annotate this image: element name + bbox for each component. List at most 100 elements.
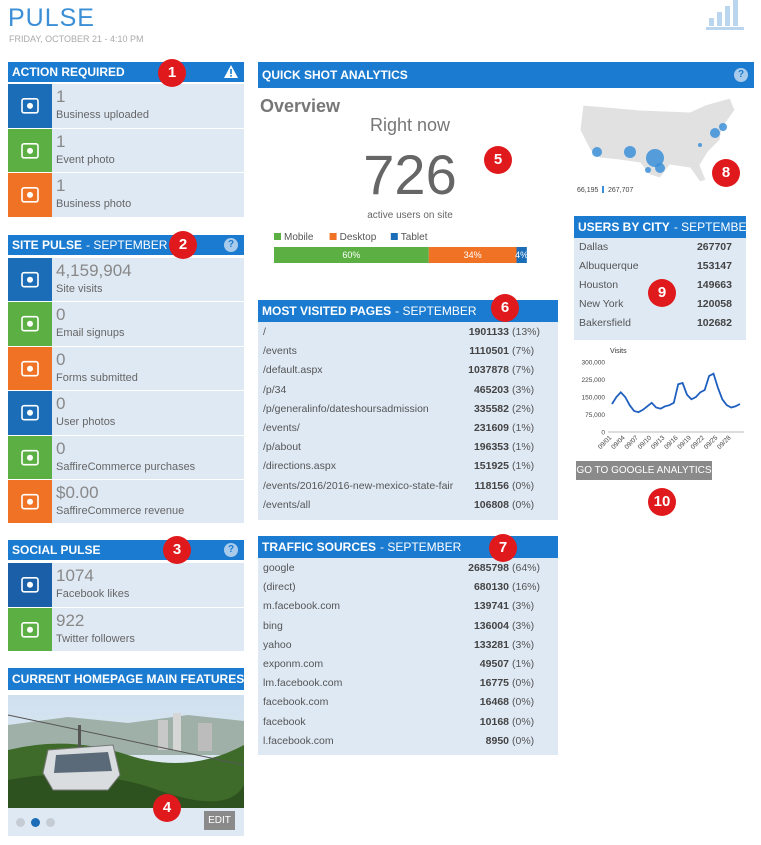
row-name: exponm.com (263, 658, 324, 670)
stat-row: 0 Forms submitted (8, 346, 244, 391)
row-value: 335582 (473, 402, 509, 415)
stat-icon (8, 258, 52, 302)
x-tick-label: 09/16 (663, 434, 680, 451)
city-name: Bakersfield (579, 317, 631, 330)
row-name: /events/all (263, 498, 311, 511)
row-value: 10168 (479, 715, 509, 728)
x-tick-label: 09/28 (716, 434, 733, 451)
panel-header: QUICK SHOT ANALYTICS? (258, 62, 754, 88)
panel-title: QUICK SHOT ANALYTICS (262, 68, 408, 82)
row-value: 465203 (473, 383, 509, 396)
row-name: /events/2016/2016-new-mexico-state-fair (263, 479, 454, 492)
row-share: (0%) (512, 696, 535, 709)
help-icon[interactable]: ? (734, 68, 748, 82)
stat-icon (8, 173, 52, 218)
usa-map: 66,195 267,707 (577, 97, 736, 194)
city-value: 149663 (696, 279, 732, 292)
map-bubble (646, 149, 664, 167)
visits-line (611, 372, 741, 414)
row-share: (0%) (512, 734, 535, 747)
analytics-button[interactable]: GO TO GOOGLE ANALYTICS (576, 461, 712, 480)
annotation-marker: 6 (491, 294, 519, 322)
carousel-dot[interactable] (16, 818, 25, 827)
stat-icon (8, 302, 52, 346)
panel-header: USERS BY CITY - SEPTEMBER (574, 216, 755, 238)
row-value: 16468 (479, 696, 509, 709)
row-name: /p/about (263, 441, 301, 454)
stat-row: 0 SaffireCommerce purchases (8, 435, 244, 479)
row-share: (0%) (512, 715, 535, 728)
carousel-dot[interactable] (31, 818, 40, 827)
stat-count: 1074 (56, 566, 94, 585)
stat-row: 1074 Facebook likes (8, 563, 244, 607)
stat-icon (8, 391, 52, 435)
stat-icon (8, 607, 52, 652)
icon-glyph (21, 577, 39, 593)
row-share: (3%) (512, 600, 535, 613)
active-users-count: 726 (363, 143, 457, 206)
page-date: FRIDAY, OCTOBER 21 - 4:10 PM (9, 34, 144, 44)
map-bubble (698, 143, 702, 147)
stat-row: 1 Business uploaded (8, 84, 244, 128)
map-legend-max: 267,707 (608, 187, 633, 194)
panel-period: - SEPTEMBER (380, 540, 462, 554)
row-value: 133281 (473, 638, 509, 651)
panel-title: MOST VISITED PAGES (262, 304, 392, 318)
row-share: (0%) (512, 498, 535, 511)
row-name: facebook (263, 715, 306, 728)
stat-count: 0 (56, 438, 66, 458)
chart-title: Visits (610, 348, 627, 355)
carousel-dot[interactable] (46, 818, 55, 827)
stat-icon (8, 563, 52, 607)
row-share: (7%) (512, 345, 535, 358)
x-tick-label: 09/19 (676, 434, 693, 451)
map-bubble (719, 123, 727, 131)
stat-icon (8, 435, 52, 479)
row-name: (direct) (263, 581, 296, 594)
bar-value-label: 34% (464, 250, 482, 260)
legend-label: Desktop (340, 232, 377, 243)
stat-count: 922 (56, 610, 85, 630)
x-tick-label: 09/04 (610, 434, 627, 451)
row-share: (2%) (512, 402, 535, 415)
row-name: / (263, 326, 266, 338)
x-tick-label: 09/07 (623, 434, 640, 451)
row-name: m.facebook.com (263, 600, 341, 613)
page-title: PULSE (8, 4, 95, 32)
annotation-marker: 7 (489, 534, 517, 562)
stat-row: 1 Business photo (8, 173, 244, 218)
city-value: 267707 (696, 241, 732, 253)
row-value: 1037878 (468, 364, 509, 377)
panel-title: SITE PULSE (12, 238, 83, 252)
help-icon[interactable]: ? (224, 543, 238, 557)
row-name: /directions.aspx (263, 460, 336, 473)
panel-header: MOST VISITED PAGES - SEPTEMBER (258, 300, 558, 322)
edit-button[interactable]: EDIT (204, 811, 235, 830)
row-share: (3%) (512, 383, 535, 396)
map-bubble (710, 128, 720, 138)
stat-count: 4,159,904 (56, 261, 132, 280)
map-legend-bar (602, 186, 604, 193)
stat-label: Email signups (56, 327, 125, 340)
map-bubble (624, 146, 636, 158)
row-share: (13%) (512, 326, 541, 338)
row-value: 118156 (474, 479, 509, 492)
icon-glyph (21, 98, 39, 114)
city-name: Dallas (579, 241, 609, 253)
stat-row: 1 Event photo (8, 128, 244, 173)
help-icon[interactable]: ? (224, 238, 238, 252)
right-now-label: Right now (369, 115, 451, 135)
stat-count: 0 (56, 394, 66, 414)
row-share: (64%) (512, 562, 541, 574)
legend-swatch (274, 233, 281, 240)
logo-icon (706, 0, 744, 30)
bar-value-label: 4% (515, 250, 528, 260)
panel-period: - SEPTEMBER (86, 238, 168, 252)
stat-count: 1 (56, 176, 66, 196)
stat-icon (8, 84, 52, 128)
row-name: /p/generalinfo/dateshoursadmission (263, 402, 429, 415)
row-share: (1%) (512, 460, 535, 473)
stat-label: Event photo (56, 153, 115, 166)
row-name: bing (263, 619, 283, 632)
